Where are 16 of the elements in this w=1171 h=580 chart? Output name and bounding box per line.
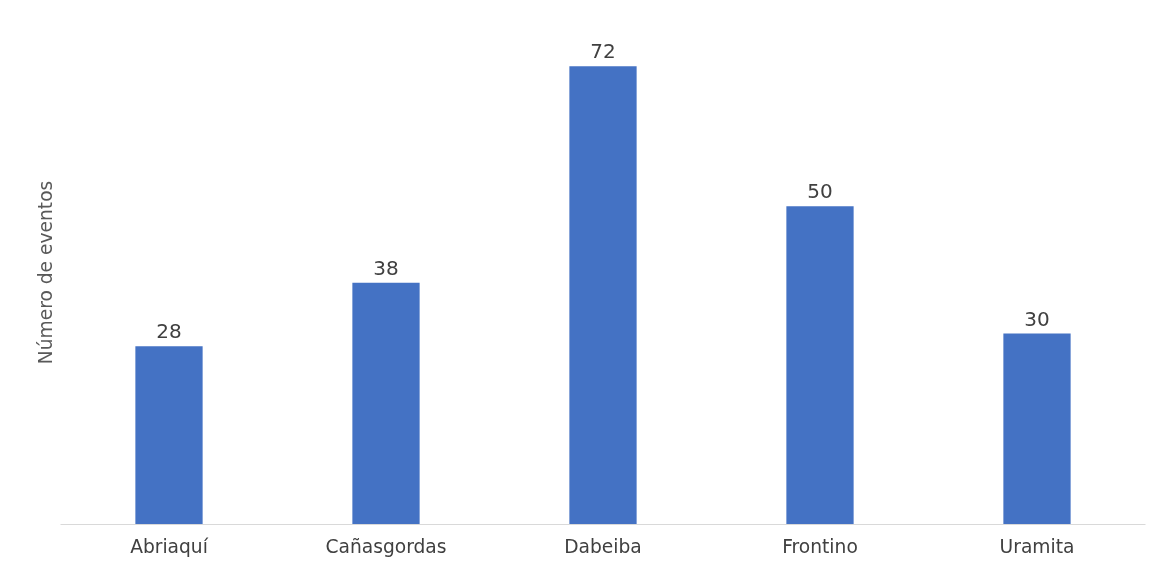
y-axis-title: Número de eventos [34,180,56,365]
x-tick-label: Frontino [782,535,858,557]
data-label: 38 [373,255,399,280]
x-tick-label: Uramita [999,535,1075,557]
bar [786,206,854,525]
data-label: 30 [1024,306,1050,331]
data-label: 50 [807,179,833,204]
data-label: 28 [156,319,182,344]
x-tick-label: Dabeiba [564,535,642,557]
bar [135,346,203,525]
x-tick-label: Cañasgordas [325,535,447,557]
bar [352,282,420,525]
x-tick-label: Abriaquí [130,535,209,557]
data-label: 72 [590,39,616,64]
bar [1003,333,1071,525]
bar [569,66,637,525]
